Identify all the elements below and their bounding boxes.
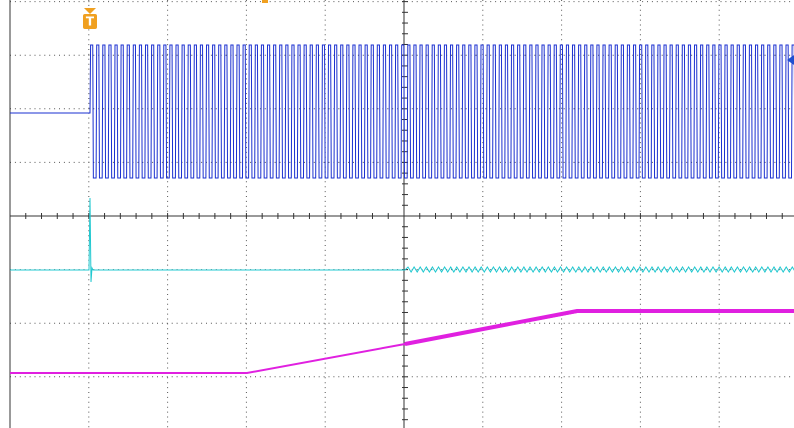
channel-2-wave bbox=[10, 197, 794, 283]
graticule bbox=[9, 0, 794, 428]
trigger-arrow bbox=[84, 8, 96, 14]
trigger-label: T bbox=[86, 15, 95, 29]
channel-1-wave bbox=[10, 44, 794, 179]
channel-3-wave-thick bbox=[404, 309, 794, 346]
waveforms bbox=[10, 44, 794, 374]
trigger-marker: T bbox=[83, 8, 97, 29]
channel-marker bbox=[787, 55, 794, 65]
trigger-badge bbox=[83, 14, 97, 29]
position-marker bbox=[262, 0, 268, 3]
